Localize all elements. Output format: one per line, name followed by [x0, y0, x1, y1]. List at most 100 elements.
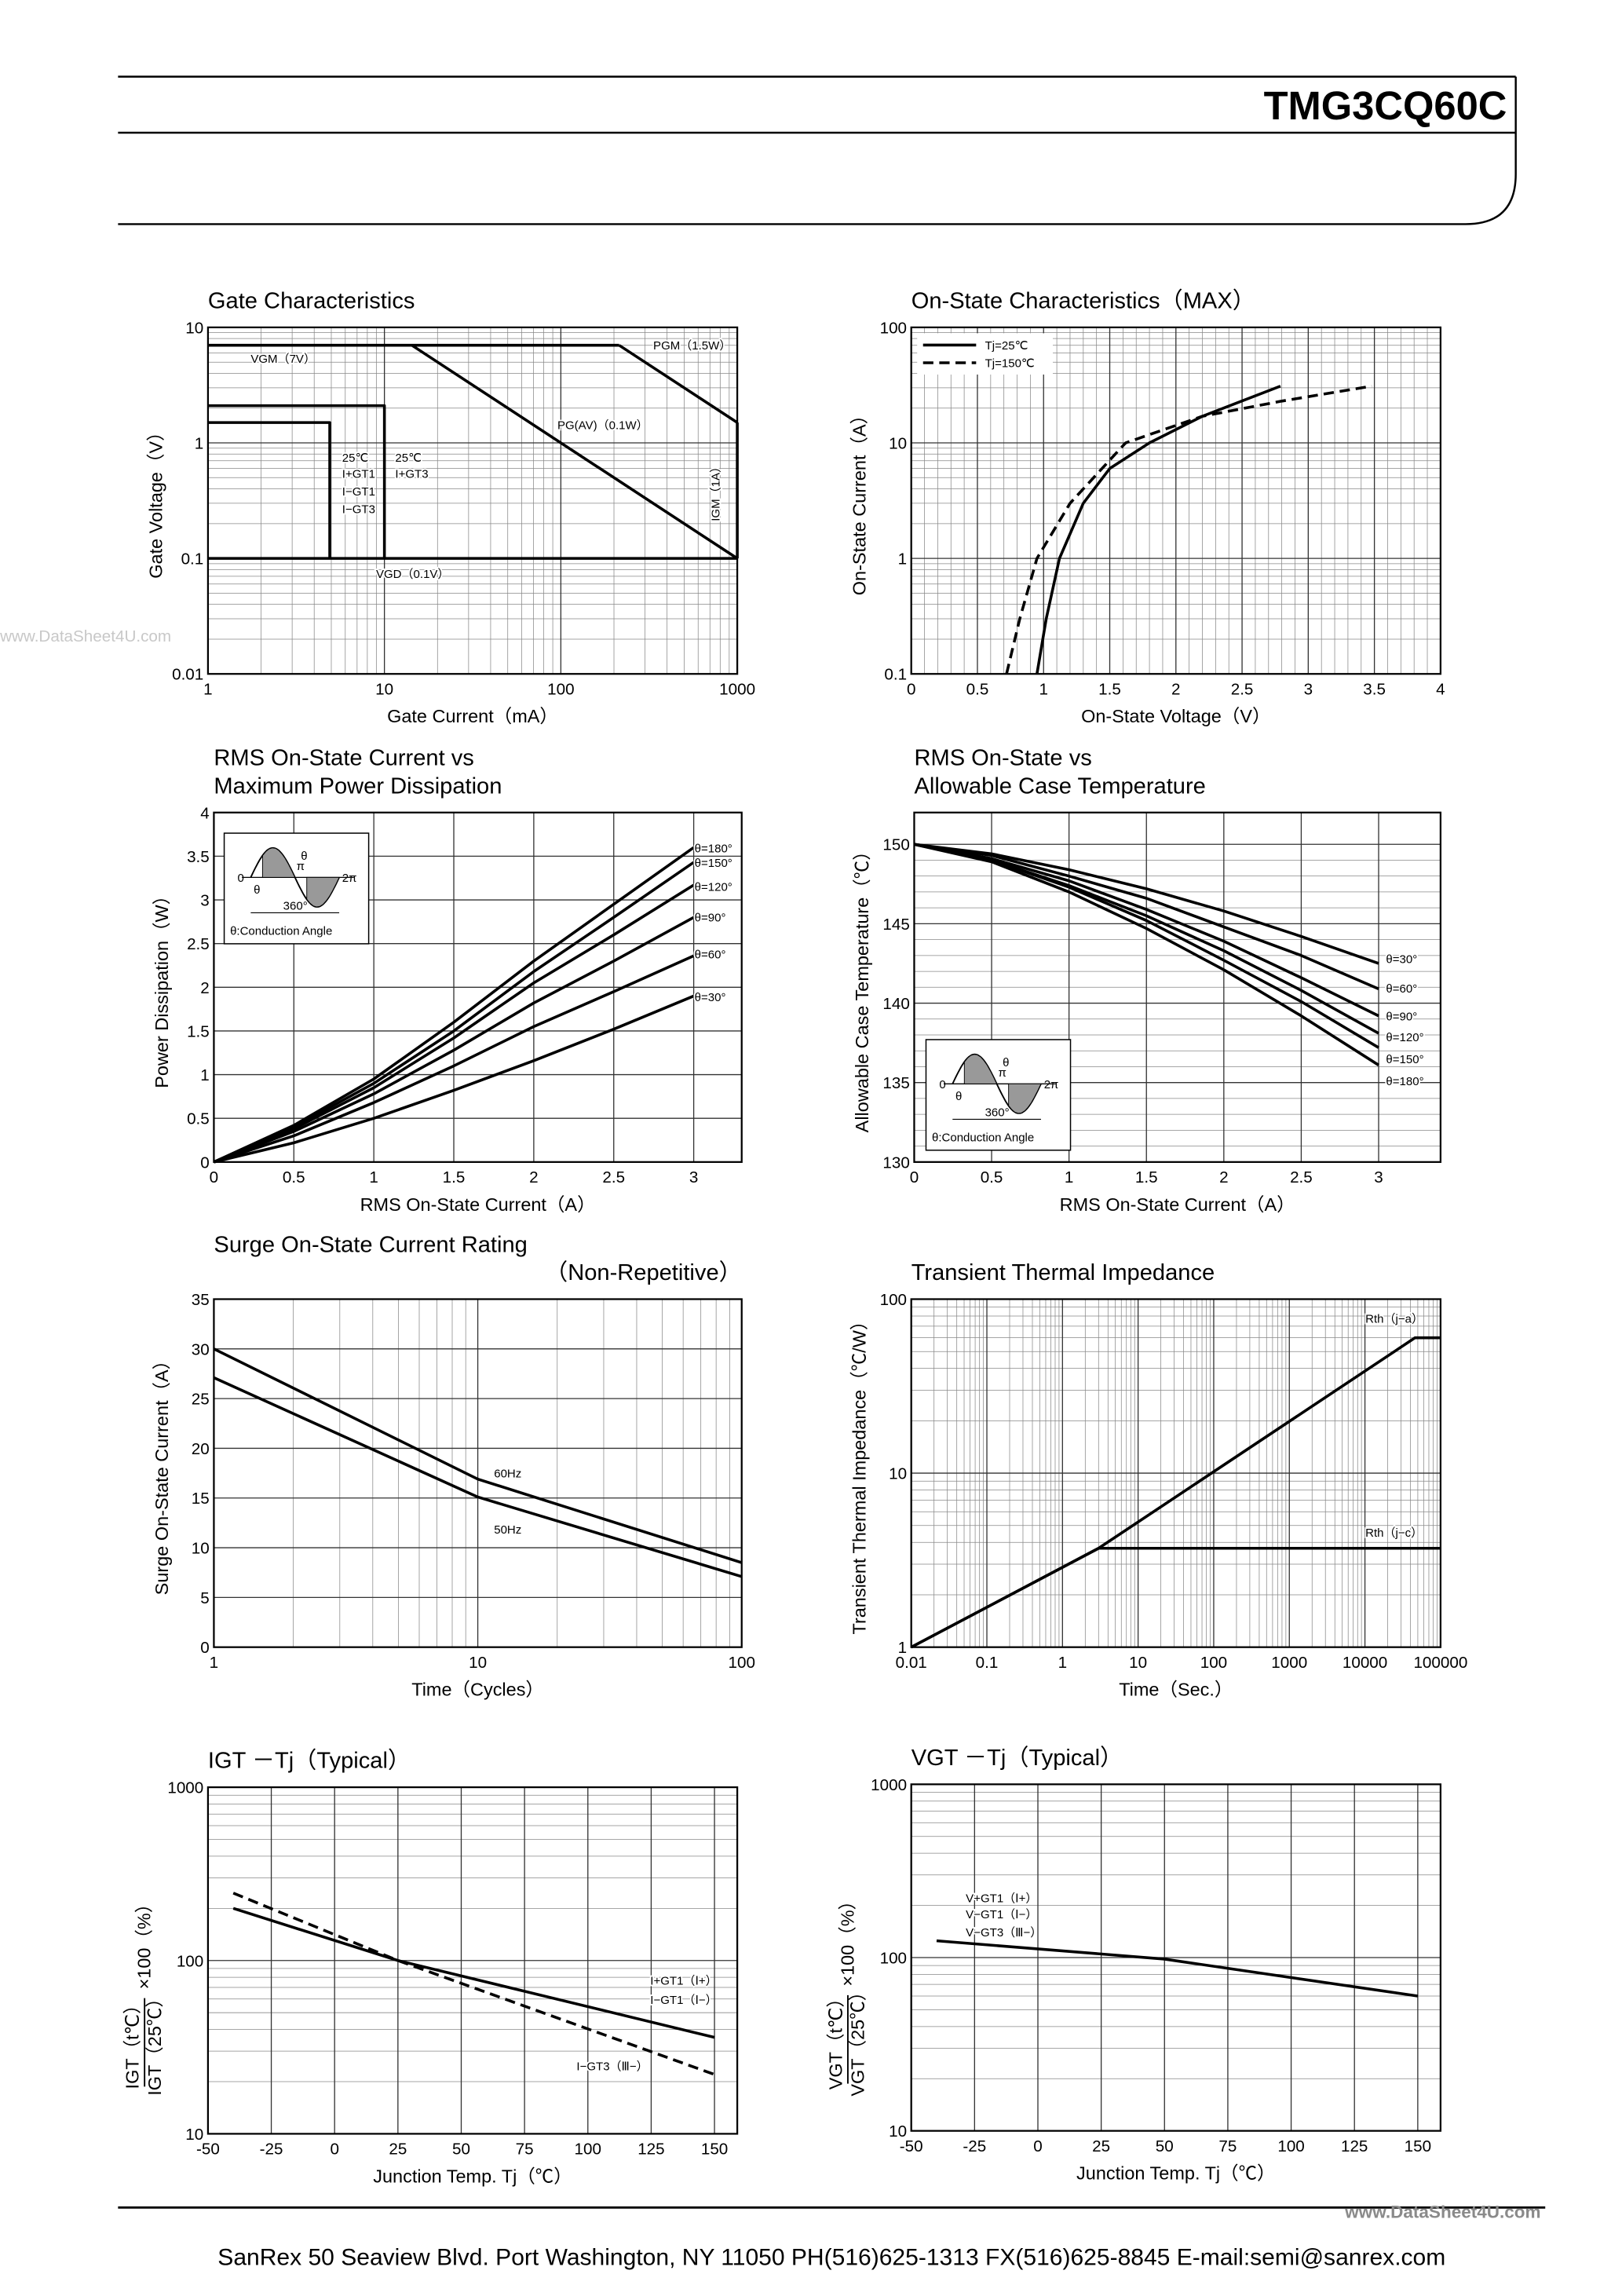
- y-tick-label: 10: [889, 2122, 907, 2141]
- x-tick-label: 3: [1374, 1168, 1383, 1186]
- y-tick-label: 0: [200, 1153, 209, 1172]
- series-line: [914, 843, 1379, 965]
- x-axis-label: Time（Sec.）: [1119, 1680, 1233, 1700]
- y-tick-label: 30: [192, 1340, 210, 1358]
- x-axis-label: Gate Current（mA）: [387, 706, 558, 726]
- x-tick-label: 2.5: [1290, 1168, 1313, 1186]
- series-line: [213, 846, 695, 1164]
- series-line: [213, 883, 695, 1164]
- y-tick-label: 0.1: [181, 550, 204, 569]
- y-tick-label: 0.5: [187, 1110, 210, 1128]
- annotation: I+GT3: [395, 467, 428, 481]
- series-line: [910, 1546, 1441, 1649]
- chart: 0 0.5 1 1.5 2 2.5 3 0 0.5 1 1.5 2 2.5 3 3.5 4 RMS On-Sta…: [152, 746, 743, 1215]
- y-tick-label: 3.5: [187, 848, 210, 866]
- x-tick-label: 100: [575, 2141, 601, 2159]
- annotation: V−GT1（Ⅰ−）: [966, 1908, 1037, 1921]
- x-tick-label: 10: [1129, 1654, 1147, 1672]
- legend-label: Tj=150℃: [985, 357, 1035, 371]
- inset-label: θ:Conduction Angle: [932, 1132, 1034, 1145]
- series-line: [618, 344, 739, 424]
- inset-label: θ:Conduction Angle: [230, 925, 332, 938]
- x-tick-label: 1: [369, 1168, 378, 1186]
- x-tick-label: 0: [907, 681, 915, 699]
- chart-title: （Non-Repetitive）: [545, 1260, 742, 1285]
- x-tick-label: -50: [196, 2141, 220, 2159]
- inset-label: θ: [301, 850, 307, 863]
- plot-frame: [213, 811, 743, 1163]
- y-tick-label: 10: [192, 1540, 210, 1558]
- annotation: VGD（0.1V）: [376, 568, 449, 581]
- series-line: [213, 861, 695, 1164]
- annotation: θ=120°: [1386, 1031, 1423, 1044]
- annotation: I−GT1: [342, 485, 375, 499]
- annotation: I−GT3: [342, 503, 375, 517]
- legend-label: Tj=25℃: [985, 339, 1028, 353]
- annotation: IGM（1A）: [710, 461, 723, 521]
- y-tick-label: 1.5: [187, 1022, 210, 1040]
- inset-label: 360°: [283, 900, 308, 913]
- x-tick-label: 150: [1405, 2137, 1431, 2155]
- series-line: [910, 1336, 1441, 1649]
- y-axis-label: On-State Current（A）: [849, 406, 869, 595]
- y-label-denominator: IGT（25℃）: [144, 1989, 165, 2096]
- x-axis-label: RMS On-State Current（A）: [1060, 1194, 1295, 1215]
- y-tick-label: 1: [195, 435, 203, 453]
- plot-frame: [910, 1783, 1442, 2132]
- y-axis-label: VGT（t℃） VGT（25℃）×100（%）: [825, 1892, 868, 2097]
- y-tick-label: 100: [177, 1952, 203, 1970]
- y-tick-label: 100: [880, 1950, 907, 1968]
- x-tick-label: 100: [547, 681, 574, 699]
- y-tick-label: 5: [200, 1589, 209, 1607]
- chart-title: IGT －Tj（Typical）: [208, 1749, 411, 1774]
- chart-title: On-State Characteristics（MAX）: [911, 288, 1255, 313]
- y-axis-label: IGT（t℃） IGT（25℃）×100（%）: [122, 1895, 165, 2096]
- x-tick-label: -50: [900, 2137, 923, 2155]
- y-tick-label: 10: [185, 319, 203, 337]
- header-frame: [118, 75, 1517, 225]
- y-tick-label: 0.01: [172, 666, 203, 684]
- y-tick-label: 1000: [871, 1776, 907, 1794]
- annotation: V+GT1（Ⅰ+）: [966, 1892, 1037, 1906]
- x-tick-label: 100: [729, 1654, 755, 1672]
- annotation: θ=120°: [695, 880, 732, 894]
- y-tick-label: 3: [200, 892, 209, 910]
- x-tick-label: 1: [203, 681, 212, 699]
- y-tick-label: 1: [898, 1639, 907, 1657]
- x-tick-label: 10: [469, 1654, 487, 1672]
- inset-hatch: [1008, 1083, 1042, 1114]
- y-tick-label: 1: [898, 550, 907, 569]
- x-tick-label: 125: [1341, 2137, 1368, 2155]
- y-axis-label: Surge On-State Current（A）: [152, 1351, 172, 1595]
- footer-address: SanRex 50 Seaview Blvd. Port Washington,…: [217, 2245, 1445, 2271]
- x-tick-label: 3: [1304, 681, 1313, 699]
- chart-title: Maximum Power Dissipation: [214, 773, 502, 799]
- annotation: θ=90°: [1386, 1011, 1417, 1024]
- x-tick-label: 10000: [1343, 1654, 1387, 1672]
- chart-title: Gate Characteristics: [208, 288, 415, 313]
- watermark: www.DataSheet4U.com: [0, 627, 171, 645]
- x-tick-label: 1000: [719, 681, 755, 699]
- inset-frame: [925, 1039, 1072, 1151]
- annotation: θ=90°: [695, 912, 726, 925]
- annotation: θ=60°: [1386, 982, 1417, 996]
- x-tick-label: 0: [1033, 2137, 1042, 2155]
- y-axis-label: Gate Voltage（V）: [146, 422, 166, 578]
- y-axis-label: Transient Thermal Impedance（℃/W）: [849, 1312, 869, 1635]
- x-tick-label: 0.1: [976, 1654, 999, 1672]
- series-line: [213, 954, 695, 1164]
- series-line: [213, 916, 695, 1164]
- annotation: 60Hz: [494, 1468, 521, 1481]
- y-tick-label: 35: [192, 1291, 210, 1309]
- series-line: [232, 1892, 715, 2076]
- annotation: θ=30°: [1386, 952, 1417, 966]
- inset-label: θ: [1003, 1056, 1009, 1069]
- series-line: [214, 994, 695, 1164]
- annotation: VGM（7V）: [250, 353, 316, 366]
- annotation: Rth（j−a）: [1365, 1313, 1423, 1326]
- annotation: PG(AV)（0.1W）: [557, 419, 648, 432]
- annotation: θ=180°: [1386, 1075, 1423, 1088]
- y-label-numerator: IGT（t℃）: [122, 1996, 143, 2089]
